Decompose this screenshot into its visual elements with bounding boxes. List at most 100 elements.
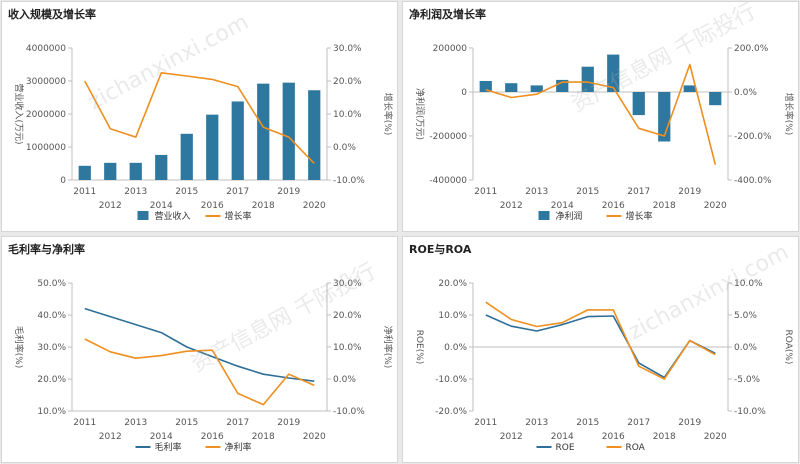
left-tick-label: 10.0% — [37, 407, 66, 417]
left-tick-label: 0 — [60, 176, 66, 186]
x-tick-label: 2013 — [124, 187, 147, 197]
right-tick-label: 0.0% — [333, 143, 356, 153]
left-tick-label: -10.0% — [435, 375, 467, 385]
legend-label: 增长率 — [626, 210, 653, 222]
left-tick-label: 4000000 — [26, 44, 66, 54]
x-tick-label: 2017 — [226, 418, 249, 428]
x-tick-label: 2012 — [99, 201, 122, 211]
bar — [308, 90, 321, 180]
left-tick-label: 0 — [461, 88, 467, 98]
chart-title: 毛利率与净利率 — [8, 243, 85, 256]
bar — [257, 83, 270, 180]
bar — [104, 162, 117, 180]
bar — [530, 85, 543, 92]
legend-swatch — [538, 211, 550, 220]
bar — [709, 92, 722, 106]
x-tick-label: 2017 — [226, 187, 249, 197]
left-tick-label: 200000 — [433, 44, 468, 54]
legend-label: ROA — [626, 443, 646, 453]
legend-label: 增长率 — [225, 210, 252, 222]
x-tick-label: 2012 — [500, 432, 523, 442]
left-tick-label: 2000000 — [26, 110, 66, 120]
right-tick-label: 0.0% — [734, 343, 757, 353]
x-tick-label: 2016 — [602, 432, 625, 442]
bar — [479, 81, 492, 92]
chart-roe-roa: -20.0% -10.0% 0.0% 10.0% 20.0% -10.0% -5.0% 0.0… — [414, 279, 793, 453]
y-axis-right-label: ROA(%) — [783, 330, 793, 365]
chart-revenue: 0 1000000 2000000 3000000 4000000 -10.0% 0.0% 1… — [13, 44, 394, 222]
bar — [632, 92, 645, 116]
right-tick-label: -10.0% — [734, 407, 766, 417]
x-tick-label: 2018 — [653, 432, 676, 442]
x-tick-label: 2014 — [150, 201, 173, 211]
right-tick-label: 10.0% — [333, 343, 362, 353]
x-tick-label: 2014 — [551, 201, 574, 211]
x-tick-label: 2020 — [303, 201, 326, 211]
x-tick-label: 2015 — [576, 418, 599, 428]
left-tick-label: 50.0% — [37, 279, 66, 289]
bar — [607, 54, 620, 92]
x-tick-label: 2020 — [704, 201, 727, 211]
left-tick-label: 10.0% — [438, 311, 467, 321]
x-tick-label: 2018 — [252, 432, 275, 442]
chart-net-profit: -400000 -200000 0 200000 -400.0% -200.0% 0.0% 2… — [414, 44, 795, 222]
bar — [581, 66, 594, 92]
right-tick-label: 20.0% — [333, 311, 362, 321]
x-tick-label: 2019 — [277, 187, 300, 197]
right-tick-label: -400.0% — [734, 176, 772, 186]
x-tick-label: 2019 — [277, 418, 300, 428]
bar — [282, 82, 295, 180]
legend-label: ROE — [556, 443, 575, 453]
right-tick-label: 10.0% — [734, 279, 763, 289]
x-tick-label: 2018 — [252, 201, 275, 211]
right-tick-label: -10.0% — [333, 176, 365, 186]
x-tick-label: 2020 — [704, 432, 727, 442]
chart-margins: 10.0% 20.0% 30.0% 40.0% 50.0% -10.0% 0.0% 10.0%… — [13, 279, 394, 453]
right-tick-label: 0.0% — [333, 375, 356, 385]
chart-title: 净利润及增长率 — [409, 8, 486, 21]
bar — [129, 162, 142, 180]
x-tick-label: 2014 — [150, 432, 173, 442]
y-axis-left-label: ROE(%) — [414, 330, 424, 365]
chart-title: 收入规模及增长率 — [8, 8, 96, 21]
x-tick-label: 2011 — [73, 187, 96, 197]
right-tick-label: 30.0% — [333, 44, 362, 54]
panel-net-profit: 净利润及增长率 -400000 -200000 0 200000 -400.0% -200… — [402, 1, 799, 232]
left-tick-label: 20.0% — [37, 375, 66, 385]
left-tick-label: 20.0% — [438, 279, 467, 289]
x-tick-label: 2013 — [124, 418, 147, 428]
x-tick-label: 2011 — [474, 187, 497, 197]
x-tick-label: 2017 — [627, 418, 650, 428]
y-axis-right-label: 增长率(%) — [382, 93, 394, 136]
legend-label: 净利率 — [225, 441, 252, 453]
bar — [206, 114, 219, 180]
left-tick-label: -400000 — [429, 176, 467, 186]
x-tick-label: 2019 — [678, 187, 701, 197]
x-tick-label: 2013 — [525, 187, 548, 197]
bar — [78, 165, 91, 180]
left-tick-label: 30.0% — [37, 343, 66, 353]
left-tick-label: 1000000 — [26, 143, 66, 153]
panel-margins: 毛利率与净利率 10.0% 20.0% 30.0% 40.0% 50.0% -10.0% 0… — [1, 236, 398, 463]
left-tick-label: -200000 — [429, 132, 467, 142]
left-tick-label: -20.0% — [435, 407, 467, 417]
legend-label: 净利润 — [556, 210, 583, 222]
right-tick-label: 200.0% — [734, 44, 769, 54]
right-tick-label: 20.0% — [333, 77, 362, 87]
x-tick-label: 2019 — [678, 418, 701, 428]
bar — [683, 85, 696, 92]
x-tick-label: 2020 — [303, 432, 326, 442]
chart-title: ROE与ROA — [409, 243, 472, 256]
panel-roe-roa: ROE与ROA -20.0% -10.0% 0.0% 10.0% 20.0% -10.0%… — [402, 236, 799, 463]
x-tick-label: 2015 — [576, 187, 599, 197]
left-tick-label: 0.0% — [444, 343, 467, 353]
bar — [155, 154, 168, 180]
x-tick-label: 2018 — [653, 201, 676, 211]
series-line — [84, 72, 315, 165]
x-tick-label: 2011 — [73, 418, 96, 428]
legend-swatch — [137, 211, 149, 220]
right-tick-label: 0.0% — [734, 88, 757, 98]
x-tick-label: 2017 — [627, 187, 650, 197]
right-tick-label: -10.0% — [333, 407, 365, 417]
x-tick-label: 2016 — [602, 201, 625, 211]
